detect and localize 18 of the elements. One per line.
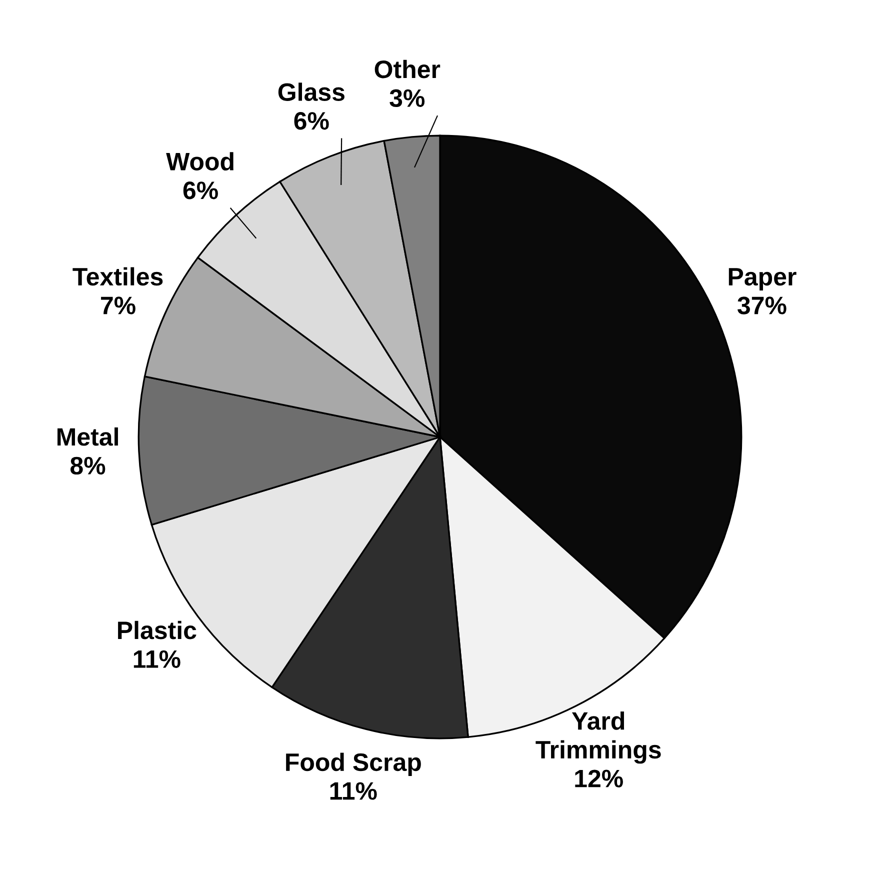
data-label: 11% (330, 782, 377, 800)
data-label: 6% (294, 112, 329, 130)
slice-label: Glass (278, 82, 344, 102)
data-label: 6% (183, 182, 218, 200)
slice-label: Plastic (118, 620, 196, 640)
slice-label: Other (374, 60, 440, 78)
slice-label: Yard Trimmings (536, 711, 661, 764)
data-label: 3% (390, 89, 425, 108)
data-label: 12% (575, 770, 623, 788)
slice-label: Paper (728, 268, 796, 291)
slice-label: Wood (166, 152, 234, 170)
slice-label: Textiles (72, 267, 163, 286)
data-label: 8% (70, 456, 106, 475)
slice-label: Food Scrap (286, 752, 421, 776)
slice-label: Metal (57, 427, 118, 446)
data-label: 37% (738, 296, 786, 314)
data-label: 11% (134, 650, 180, 668)
data-label: 7% (101, 296, 136, 314)
